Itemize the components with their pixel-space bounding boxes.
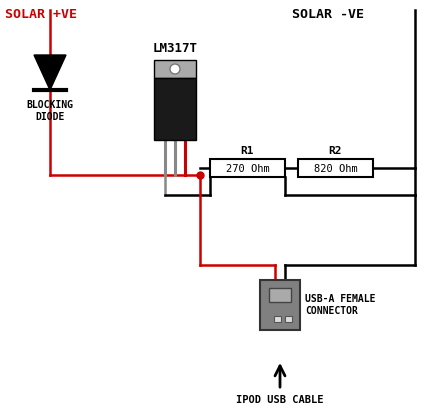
Bar <box>154 60 195 78</box>
Circle shape <box>170 64 180 74</box>
Text: USB-A FEMALE
CONNECTOR: USB-A FEMALE CONNECTOR <box>304 294 374 316</box>
Bar <box>273 316 280 322</box>
Bar <box>259 280 299 330</box>
Bar <box>284 316 291 322</box>
Text: 820 Ohm: 820 Ohm <box>313 164 357 174</box>
Bar <box>154 78 195 140</box>
Bar <box>297 159 372 177</box>
Text: SOLAR +VE: SOLAR +VE <box>5 8 77 21</box>
Bar <box>268 288 290 302</box>
Text: SOLAR -VE: SOLAR -VE <box>291 8 363 21</box>
Text: BLOCKING
DIODE: BLOCKING DIODE <box>26 100 73 121</box>
Bar <box>209 159 284 177</box>
Polygon shape <box>34 55 66 90</box>
Text: IPOD USB CABLE: IPOD USB CABLE <box>236 395 323 405</box>
Text: LM317T: LM317T <box>152 42 197 55</box>
Text: R1: R1 <box>240 146 254 156</box>
Text: 270 Ohm: 270 Ohm <box>225 164 269 174</box>
Text: R2: R2 <box>328 146 342 156</box>
